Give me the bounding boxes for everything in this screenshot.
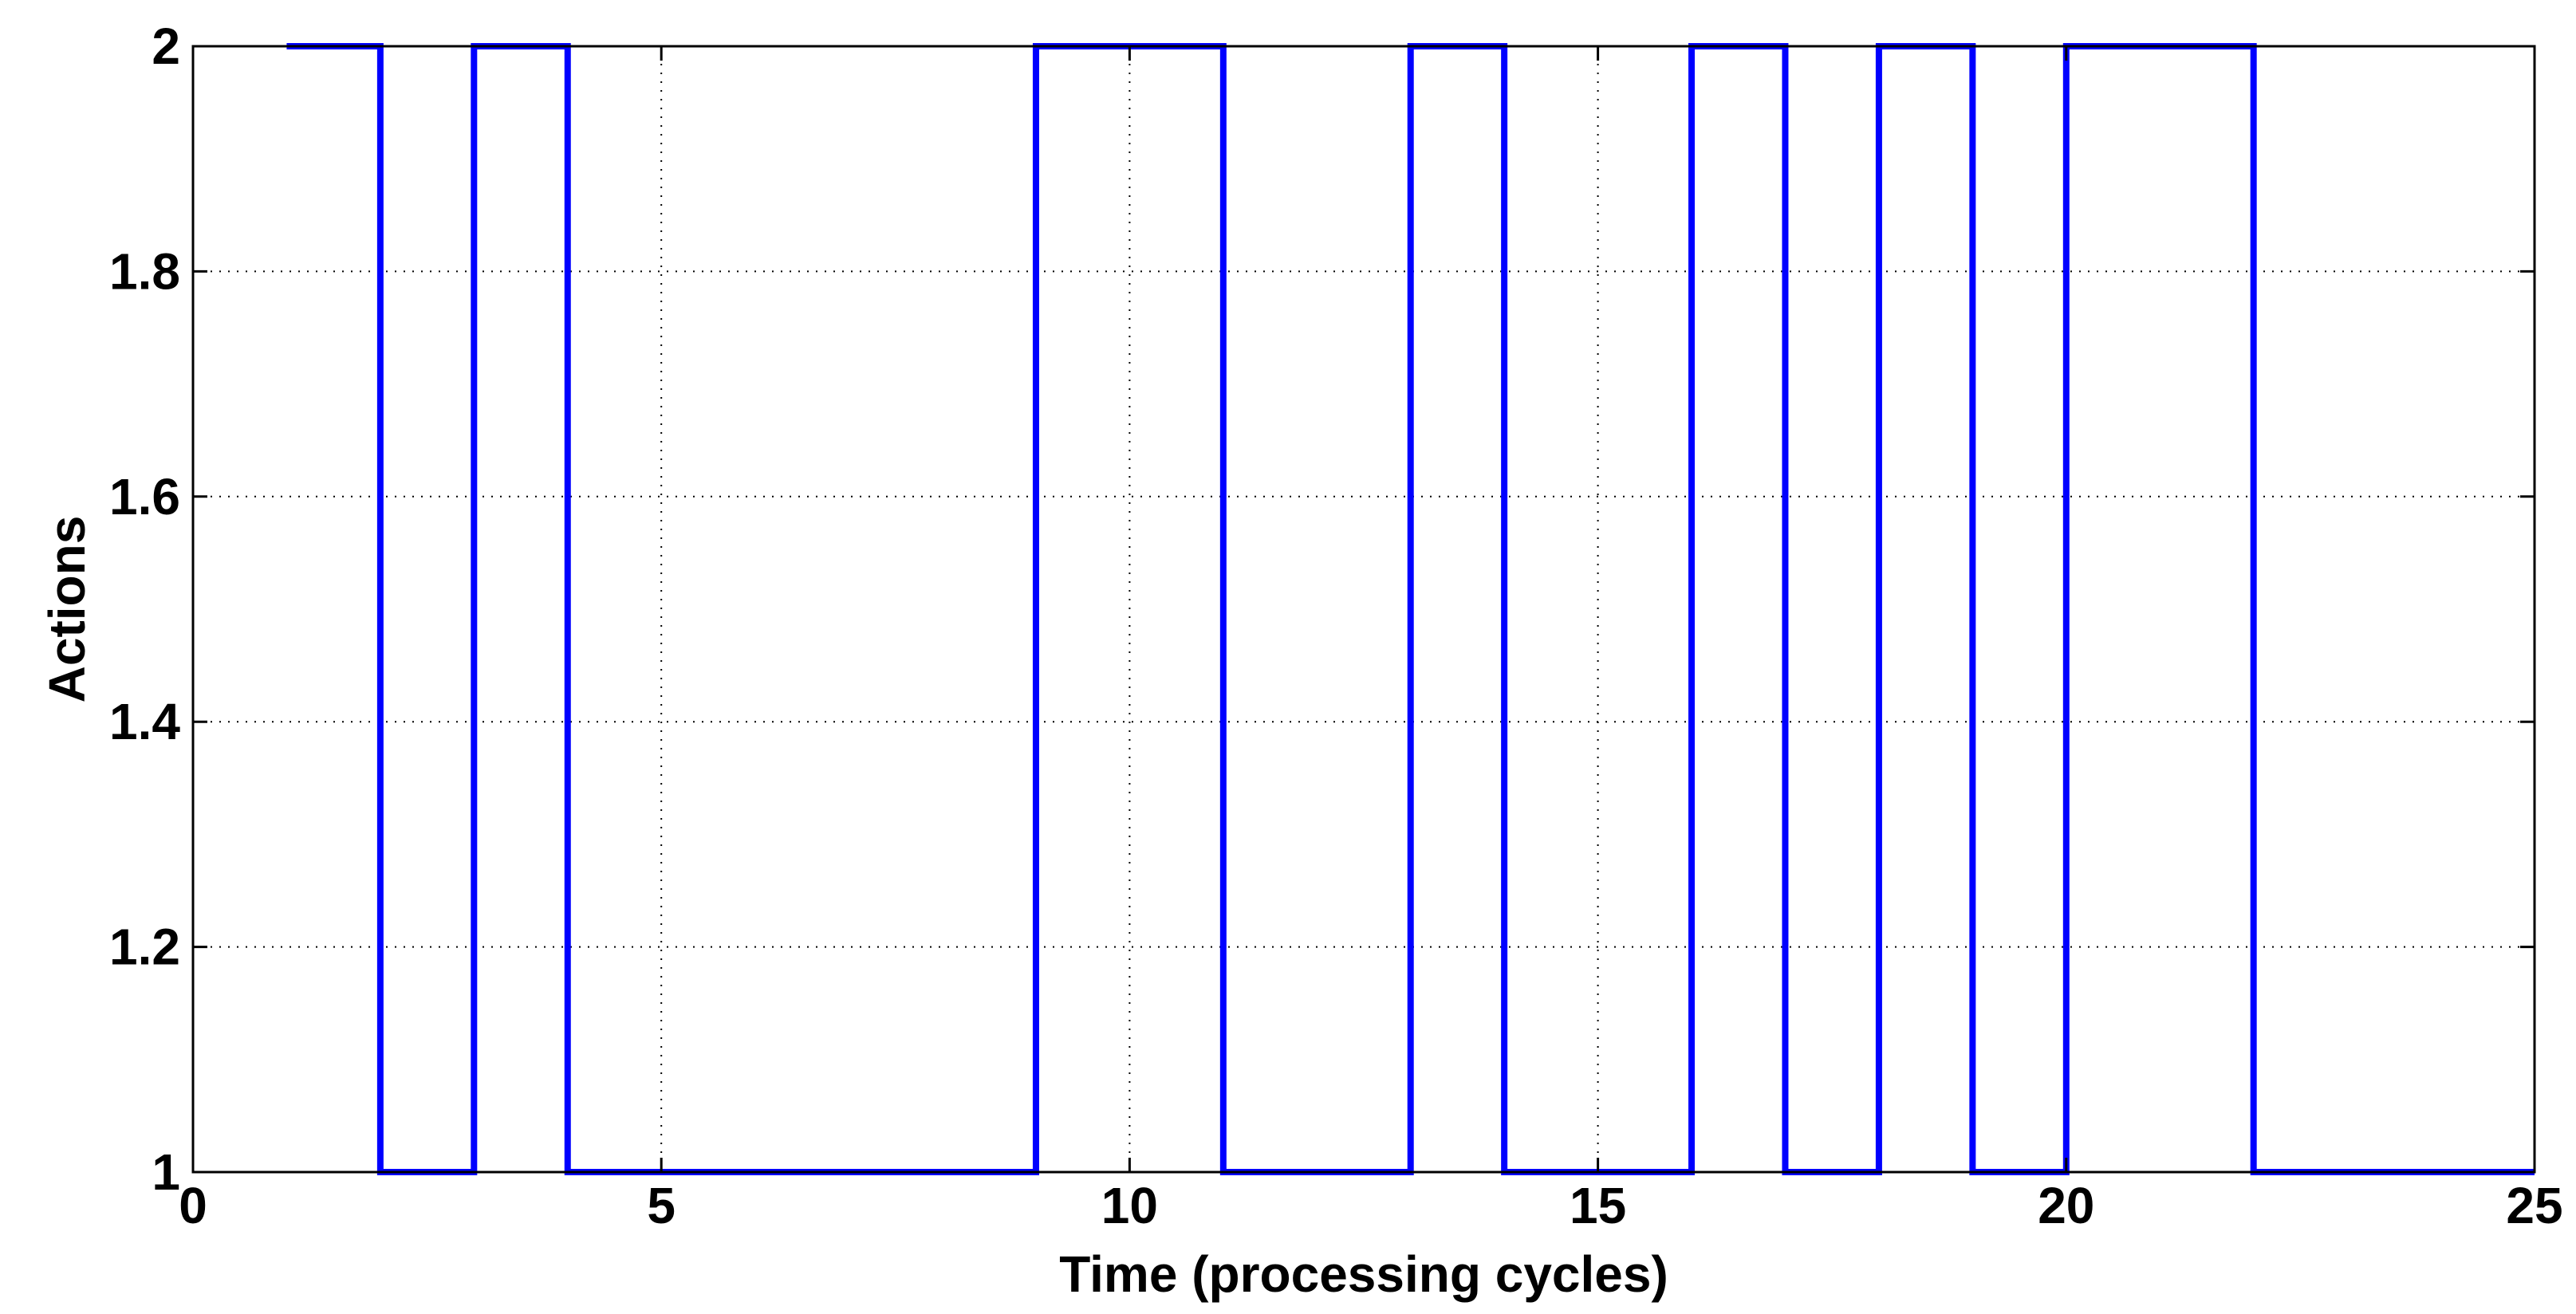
y-tick-label: 1.4 bbox=[109, 693, 180, 750]
y-tick-label: 1.8 bbox=[109, 242, 180, 300]
y-tick-label: 1 bbox=[152, 1143, 180, 1201]
ticks bbox=[191, 45, 2536, 1174]
plot-frame bbox=[191, 45, 2536, 1174]
tick-labels: 0 5 10 15 20 25 1 1.2 1.4 1.6 1.8 2 bbox=[109, 18, 2563, 1234]
x-axis-label: Time (processing cycles) bbox=[1059, 1245, 1668, 1303]
y-tick-label: 1.2 bbox=[109, 919, 180, 976]
x-tick-label: 20 bbox=[2038, 1177, 2094, 1234]
y-tick-label: 2 bbox=[152, 18, 180, 75]
x-tick-label: 15 bbox=[1570, 1177, 1626, 1234]
y-tick-label: 1.6 bbox=[109, 468, 180, 525]
x-tick-label: 5 bbox=[647, 1177, 676, 1234]
y-axis-label: Actions bbox=[38, 516, 96, 703]
x-tick-label: 10 bbox=[1101, 1177, 1158, 1234]
x-tick-label: 0 bbox=[179, 1177, 207, 1234]
x-tick-label: 25 bbox=[2506, 1177, 2562, 1234]
